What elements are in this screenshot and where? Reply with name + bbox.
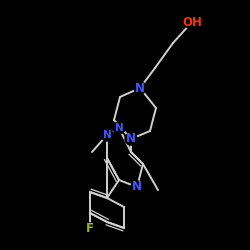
Text: OH: OH (182, 16, 202, 28)
Text: N: N (135, 82, 145, 94)
Ellipse shape (113, 122, 125, 134)
Ellipse shape (182, 16, 202, 28)
Text: N: N (132, 180, 142, 194)
Ellipse shape (125, 133, 137, 145)
Text: N: N (103, 130, 112, 140)
Ellipse shape (134, 82, 146, 94)
Ellipse shape (85, 223, 95, 233)
Ellipse shape (101, 129, 113, 141)
Text: F: F (86, 222, 94, 234)
Ellipse shape (131, 181, 143, 193)
Text: N: N (126, 132, 136, 145)
Text: N: N (114, 123, 124, 133)
